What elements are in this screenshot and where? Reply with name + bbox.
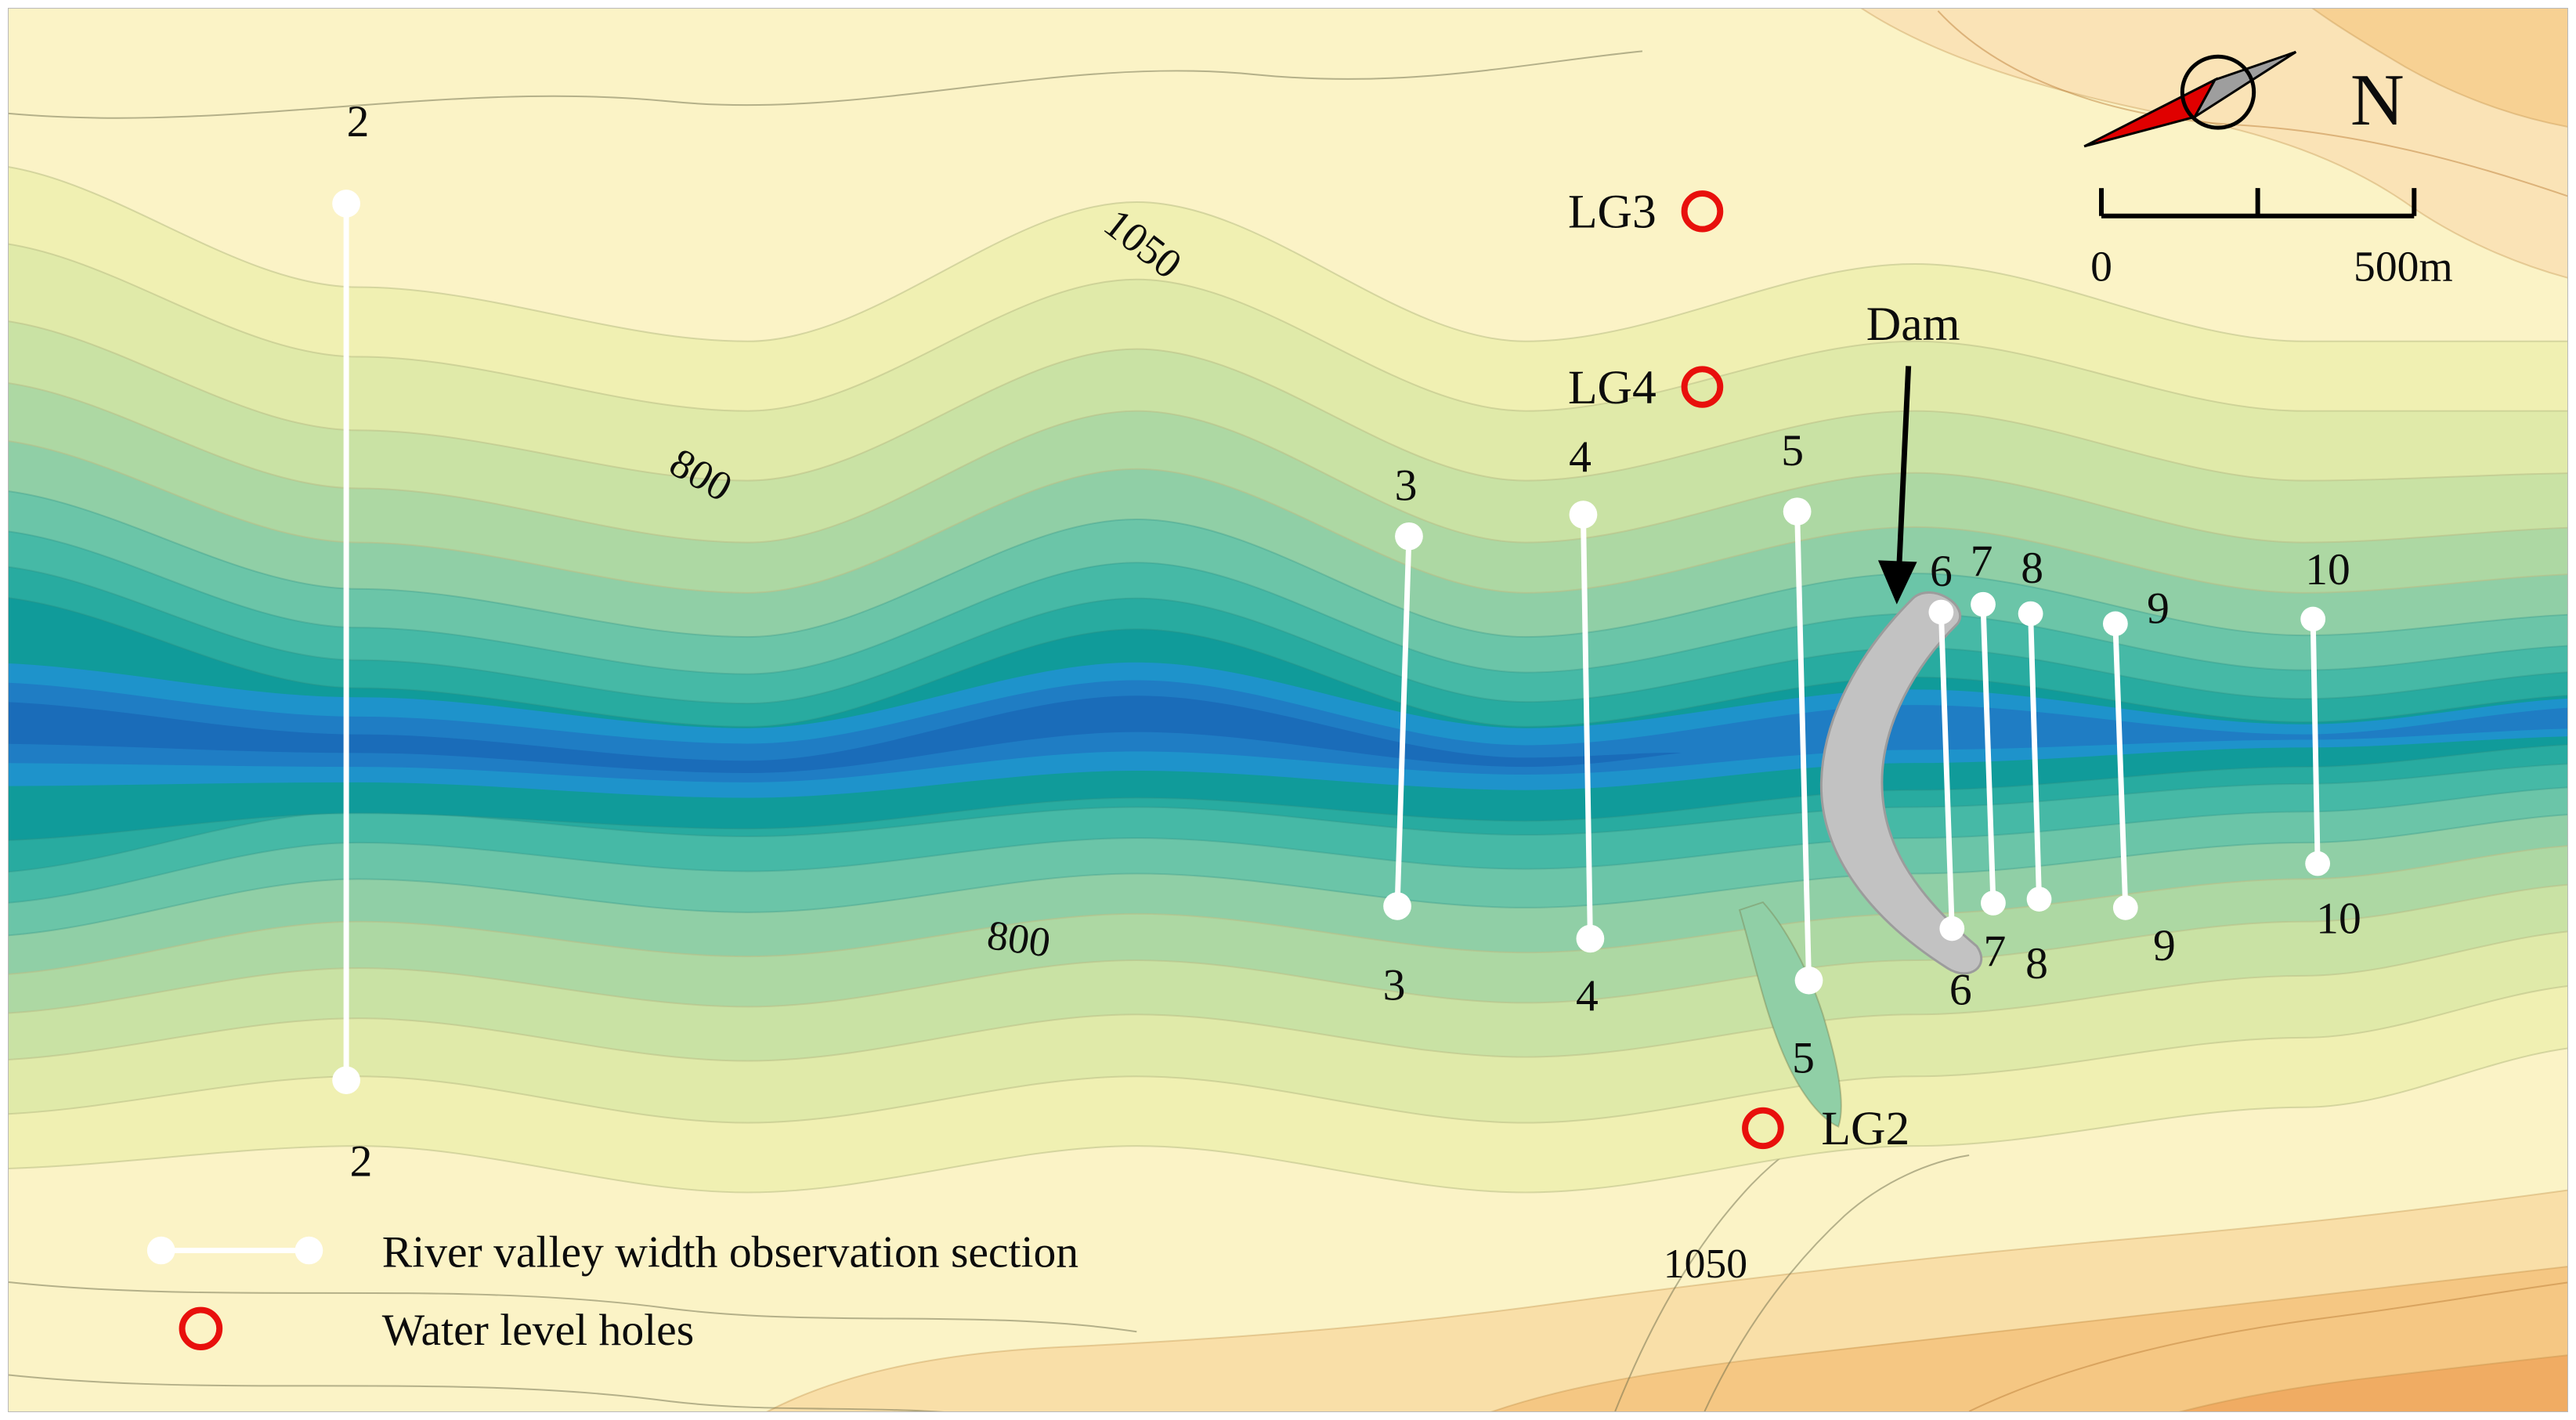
section-label-top: 8	[2021, 544, 2043, 593]
water-level-hole-lg4: LG4	[1568, 361, 1724, 414]
section-label-bottom: 8	[2025, 939, 2048, 988]
legend-hole-symbol	[179, 1306, 223, 1350]
legend-holes-label: Water level holes	[382, 1306, 694, 1355]
section-label-top: 7	[1971, 537, 1993, 586]
section-8: 8 8	[2018, 544, 2052, 988]
contour-thin-line	[9, 1374, 945, 1411]
section-3: 3 3	[1383, 461, 1423, 1010]
legend-section-symbol	[146, 1236, 323, 1265]
dam-shape	[1819, 591, 1983, 975]
lg3-label: LG3	[1568, 186, 1657, 239]
dam-arrow-shaft	[1896, 366, 1912, 568]
section-label-bottom: 6	[1949, 966, 1972, 1015]
section-label-bottom: 10	[2316, 894, 2361, 944]
section-label-top: 3	[1395, 461, 1418, 510]
section-label-top: 4	[1569, 433, 1591, 482]
gully-tongue	[1738, 901, 1842, 1128]
lg2-label: LG2	[1821, 1102, 1909, 1155]
terrain-orange-2	[1490, 1266, 2567, 1411]
section-7: 7 7	[1971, 537, 2007, 976]
section-5: 5 5	[1781, 426, 1823, 1082]
dam-label: Dam	[1866, 298, 1960, 351]
section-10: 10 10	[2300, 545, 2361, 943]
section-4: 4 4	[1569, 433, 1605, 1021]
section-label-top: 9	[2147, 584, 2170, 634]
section-label-bottom: 9	[2153, 921, 2176, 970]
river-band-deep	[9, 696, 1682, 774]
water-level-hole-lg2: LG2	[1742, 1102, 1909, 1155]
north-label: N	[2350, 58, 2404, 141]
lg4-circle	[1681, 366, 1724, 408]
lg4-label: LG4	[1568, 361, 1657, 414]
dam-arrow-head	[1877, 560, 1917, 605]
section-label-bottom: 4	[1576, 971, 1599, 1021]
compass-gray-needle	[2193, 50, 2297, 118]
map-frame: Dam 2 2 3 3 4 4 5 5 6 6 7 7 8	[8, 8, 2568, 1412]
north-compass-icon: N	[2083, 50, 2404, 148]
terrain-orange-3	[2179, 1354, 2567, 1411]
lg3-circle	[1681, 190, 1724, 233]
scale-end-label: 500m	[2354, 243, 2453, 291]
scale-zero-label: 0	[2090, 243, 2112, 291]
section-label-top: 6	[1930, 547, 1953, 596]
contour-thin-line	[9, 50, 1643, 119]
water-level-hole-lg3: LG3	[1568, 186, 1724, 239]
contour-thin-line	[1968, 1281, 2567, 1411]
section-label-bottom: 5	[1792, 1033, 1815, 1082]
contour-thin-line	[1703, 1154, 1970, 1411]
section-label-top: 10	[2305, 545, 2350, 594]
map-canvas: Dam 2 2 3 3 4 4 5 5 6 6 7 7 8	[9, 9, 2567, 1411]
section-label-top: 2	[347, 97, 370, 146]
legend-section-label: River valley width observation section	[382, 1227, 1078, 1277]
compass-circle	[2180, 54, 2256, 130]
section-9: 9 9	[2102, 584, 2176, 970]
section-label-bottom: 2	[350, 1137, 373, 1187]
contour-label-1050-bottom: 1050	[1664, 1240, 1747, 1287]
legend: River valley width observation section W…	[146, 1227, 1078, 1355]
scale-bar: 0 500m	[2090, 188, 2453, 291]
dam-annotation: Dam	[1866, 298, 1960, 605]
section-2: 2 2	[332, 97, 372, 1187]
terrain-peach-topright	[1860, 9, 2567, 279]
terrain-peach-deep-topright	[2311, 9, 2567, 128]
section-6: 6 6	[1928, 547, 1972, 1015]
contour-label-800-bottom: 800	[985, 911, 1053, 966]
contour-thin-line	[9, 1281, 1137, 1333]
lg2-circle	[1742, 1107, 1784, 1150]
section-label-bottom: 7	[1984, 927, 2007, 976]
section-label-bottom: 3	[1383, 961, 1406, 1010]
section-label-top: 5	[1781, 426, 1804, 475]
